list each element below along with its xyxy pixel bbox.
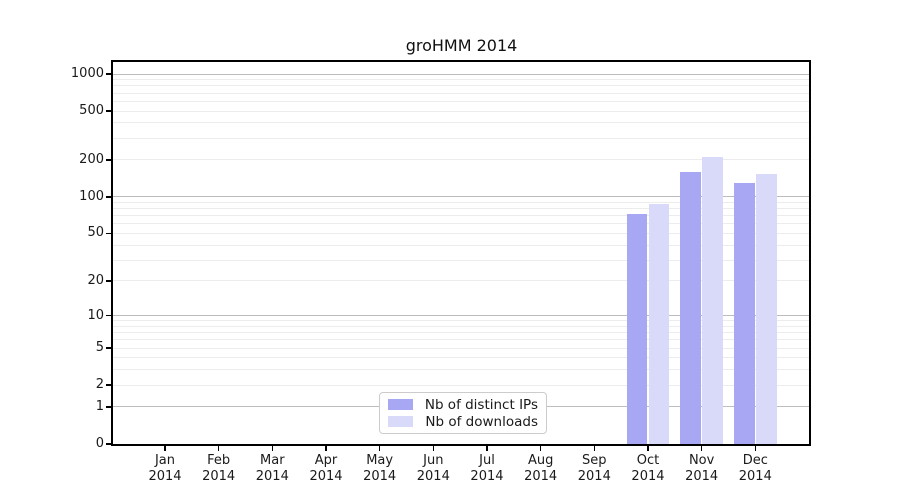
x-tick-label: Sep 2014 bbox=[577, 453, 611, 484]
x-tick bbox=[432, 446, 435, 451]
x-tick bbox=[647, 446, 649, 451]
minor-gridline bbox=[113, 223, 810, 225]
y-tick bbox=[106, 443, 111, 445]
minor-gridline bbox=[113, 339, 810, 341]
y-tick bbox=[106, 110, 111, 112]
minor-gridline bbox=[113, 201, 810, 203]
legend: Nb of distinct IPs Nb of downloads bbox=[379, 392, 547, 434]
spine-left bbox=[111, 60, 113, 446]
chart-title: groHMM 2014 bbox=[405, 36, 518, 55]
y-tick bbox=[106, 406, 111, 408]
x-tick bbox=[486, 446, 488, 451]
bar-dec-downloads bbox=[756, 173, 777, 444]
minor-gridline bbox=[113, 232, 810, 234]
legend-swatch-downloads bbox=[388, 416, 414, 427]
x-tick bbox=[325, 446, 327, 451]
x-tick bbox=[539, 446, 542, 451]
x-tick-label: Apr 2014 bbox=[309, 453, 343, 484]
y-tick bbox=[106, 280, 111, 282]
legend-label-distinct-ips: Nb of distinct IPs bbox=[424, 396, 538, 413]
minor-gridline bbox=[113, 347, 810, 349]
y-tick bbox=[106, 384, 111, 386]
spine-top bbox=[111, 60, 811, 62]
x-tick-label: Jun 2014 bbox=[416, 453, 450, 484]
minor-gridline bbox=[113, 122, 810, 124]
y-tick-label: 1000 bbox=[70, 66, 104, 81]
minor-gridline bbox=[113, 259, 810, 261]
minor-gridline bbox=[113, 159, 810, 161]
x-tick bbox=[593, 446, 596, 451]
minor-gridline bbox=[113, 320, 810, 322]
x-tick-label: Jan 2014 bbox=[148, 453, 182, 484]
y-tick-label: 5 bbox=[95, 340, 104, 356]
minor-gridline bbox=[113, 92, 810, 94]
legend-swatch-distinct-ips bbox=[388, 399, 413, 410]
bar-dec-distinct-ips bbox=[734, 182, 755, 444]
legend-label-downloads: Nb of downloads bbox=[425, 413, 538, 430]
major-gridline bbox=[113, 73, 810, 75]
x-tick-label: Oct 2014 bbox=[631, 453, 665, 484]
y-tick-label: 20 bbox=[87, 272, 104, 288]
x-tick-label: Dec 2014 bbox=[738, 453, 772, 484]
minor-gridline bbox=[113, 110, 810, 112]
y-tick-label: 10 bbox=[87, 307, 104, 323]
bar-oct-downloads bbox=[648, 203, 670, 444]
bar-nov-downloads bbox=[702, 156, 723, 444]
y-tick-label: 2 bbox=[95, 377, 104, 393]
legend-item-downloads: Nb of downloads bbox=[388, 415, 538, 429]
y-tick bbox=[106, 347, 111, 349]
minor-gridline bbox=[113, 79, 810, 81]
x-tick-label: Nov 2014 bbox=[685, 453, 719, 484]
x-tick-label: May 2014 bbox=[363, 453, 397, 484]
x-tick bbox=[164, 446, 166, 451]
minor-gridline bbox=[113, 384, 810, 386]
minor-gridline bbox=[113, 369, 810, 371]
major-gridline bbox=[113, 196, 810, 198]
y-tick bbox=[106, 73, 111, 75]
minor-gridline bbox=[113, 215, 810, 217]
y-tick-label: 0 bbox=[95, 436, 104, 451]
major-gridline bbox=[113, 315, 810, 317]
x-tick-label: Aug 2014 bbox=[524, 453, 558, 484]
minor-gridline bbox=[113, 244, 810, 246]
y-tick-label: 100 bbox=[79, 188, 104, 204]
bar-oct-distinct-ips bbox=[626, 214, 648, 444]
x-tick bbox=[217, 446, 220, 451]
minor-gridline bbox=[113, 137, 810, 139]
x-tick bbox=[754, 446, 757, 451]
y-tick-label: 1 bbox=[95, 398, 104, 414]
minor-gridline bbox=[113, 332, 810, 334]
x-tick-label: Jul 2014 bbox=[470, 453, 504, 484]
x-tick bbox=[378, 446, 381, 451]
y-tick bbox=[106, 159, 111, 161]
y-tick bbox=[106, 196, 111, 198]
x-tick-label: Mar 2014 bbox=[255, 453, 289, 484]
minor-gridline bbox=[113, 208, 810, 210]
y-tick-label: 500 bbox=[79, 103, 104, 119]
minor-gridline bbox=[113, 100, 810, 102]
x-tick-label: Feb 2014 bbox=[202, 453, 236, 484]
y-tick bbox=[106, 314, 111, 317]
y-tick-label: 200 bbox=[79, 151, 104, 167]
y-tick-label: 50 bbox=[87, 225, 104, 241]
spine-right bbox=[809, 60, 811, 446]
y-tick bbox=[106, 232, 111, 235]
x-tick bbox=[271, 446, 274, 451]
minor-gridline bbox=[113, 325, 810, 327]
bar-nov-distinct-ips bbox=[680, 171, 701, 444]
legend-item-distinct-ips: Nb of distinct IPs bbox=[388, 398, 538, 412]
minor-gridline bbox=[113, 357, 810, 359]
minor-gridline bbox=[113, 85, 810, 87]
spine-bottom bbox=[111, 444, 811, 446]
x-tick bbox=[700, 446, 703, 451]
minor-gridline bbox=[113, 280, 810, 282]
